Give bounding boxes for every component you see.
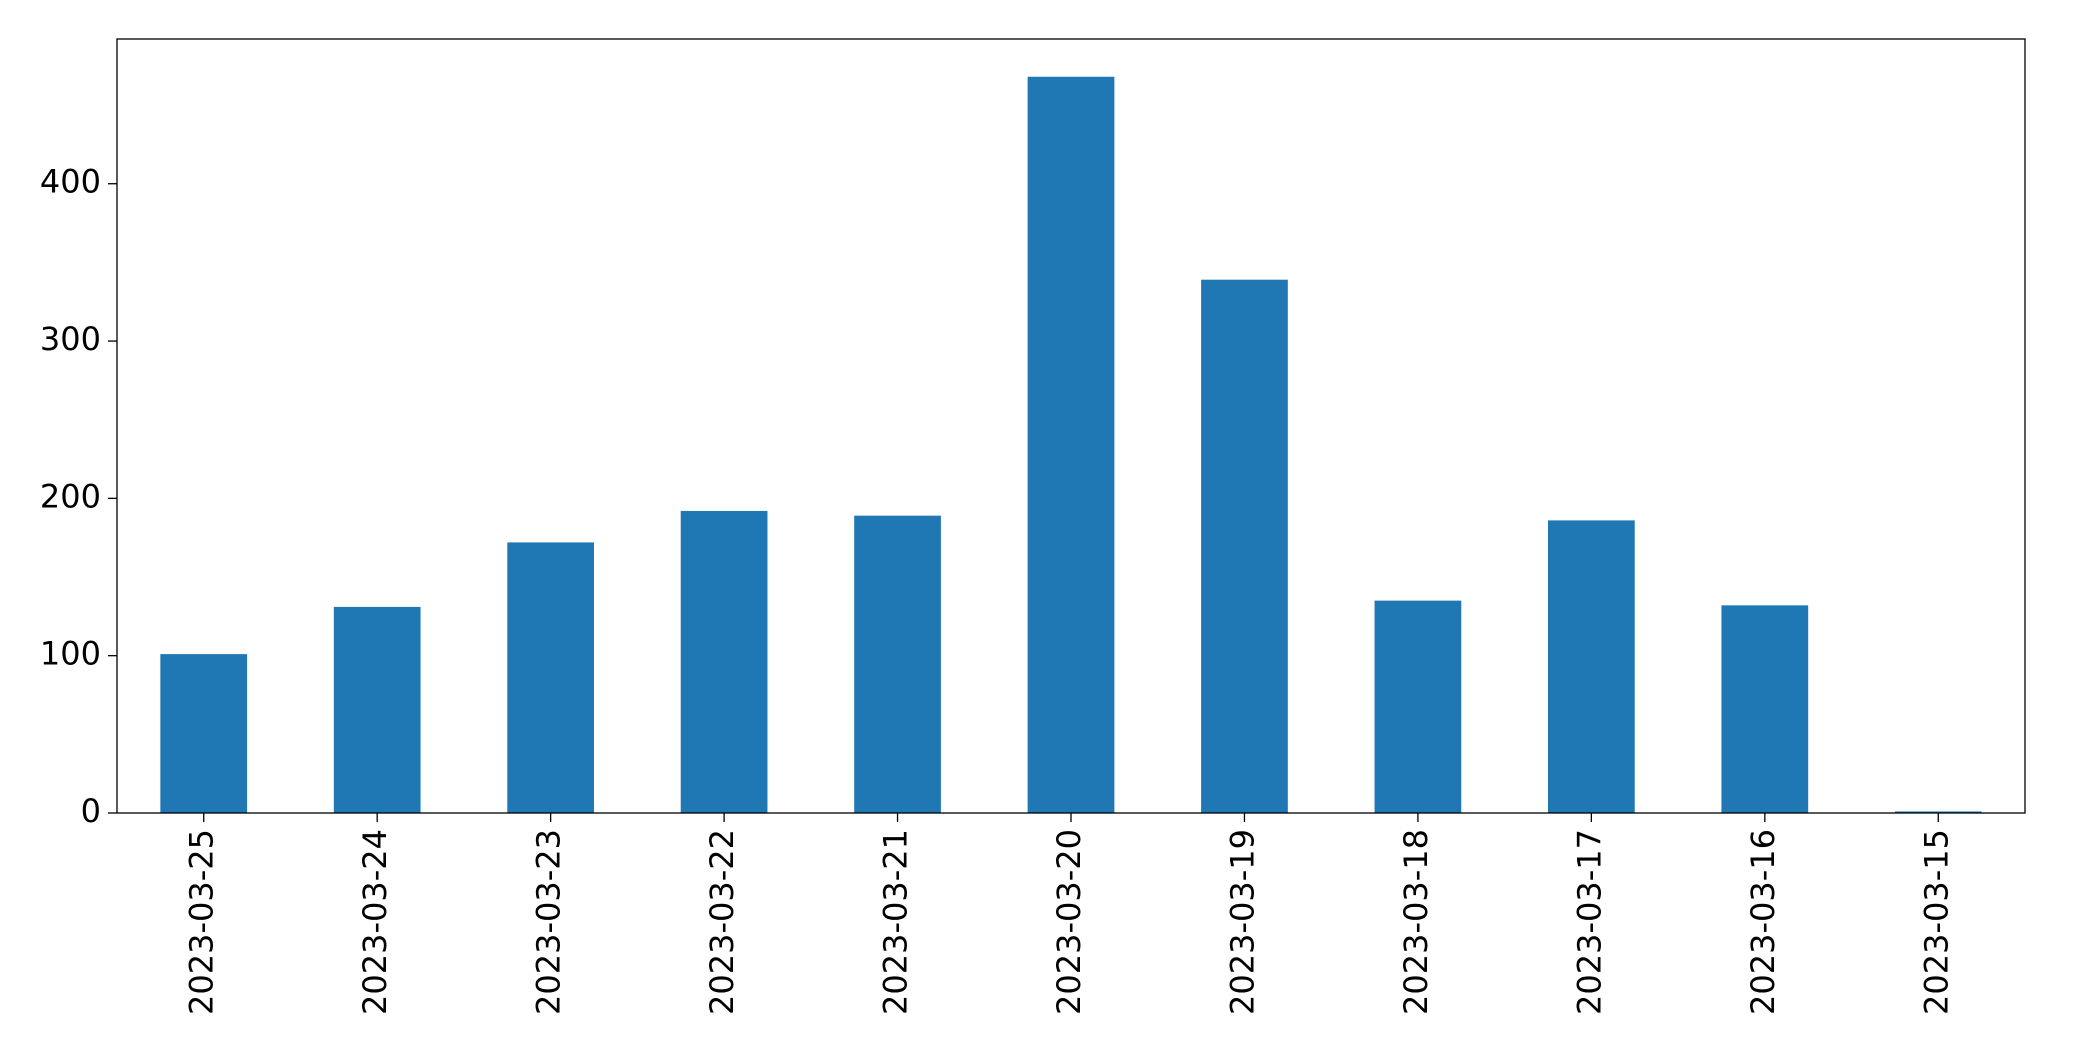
x-tick-label: 2023-03-25 xyxy=(183,829,221,1015)
x-tick-label: 2023-03-15 xyxy=(1917,829,1955,1015)
bar xyxy=(1548,520,1635,813)
x-tick-label: 2023-03-23 xyxy=(530,829,568,1015)
x-tick-label: 2023-03-24 xyxy=(356,829,394,1015)
bar xyxy=(160,654,248,813)
y-tick-label: 0 xyxy=(81,792,101,830)
bar xyxy=(680,510,768,813)
x-tick-label: 2023-03-19 xyxy=(1223,829,1261,1015)
x-tick-label: 2023-03-16 xyxy=(1744,829,1782,1015)
y-tick-label: 400 xyxy=(40,163,101,201)
bar xyxy=(507,542,594,813)
x-tick-label: 2023-03-18 xyxy=(1397,829,1435,1015)
y-tick-label: 300 xyxy=(40,320,101,358)
plot-frame xyxy=(116,38,2026,814)
bar xyxy=(854,515,941,813)
bar xyxy=(1374,600,1462,813)
bar xyxy=(333,606,421,813)
y-tick-label: 100 xyxy=(40,635,101,673)
x-tick-label: 2023-03-21 xyxy=(877,829,915,1015)
bar xyxy=(1721,605,1809,813)
x-tick-label: 2023-03-20 xyxy=(1050,829,1088,1015)
bar xyxy=(1894,811,1982,813)
y-tick-label: 200 xyxy=(40,477,101,515)
bar xyxy=(1027,76,1115,813)
x-tick-label: 2023-03-17 xyxy=(1570,829,1608,1015)
x-tick-label: 2023-03-22 xyxy=(703,829,741,1015)
bar xyxy=(1201,279,1288,813)
